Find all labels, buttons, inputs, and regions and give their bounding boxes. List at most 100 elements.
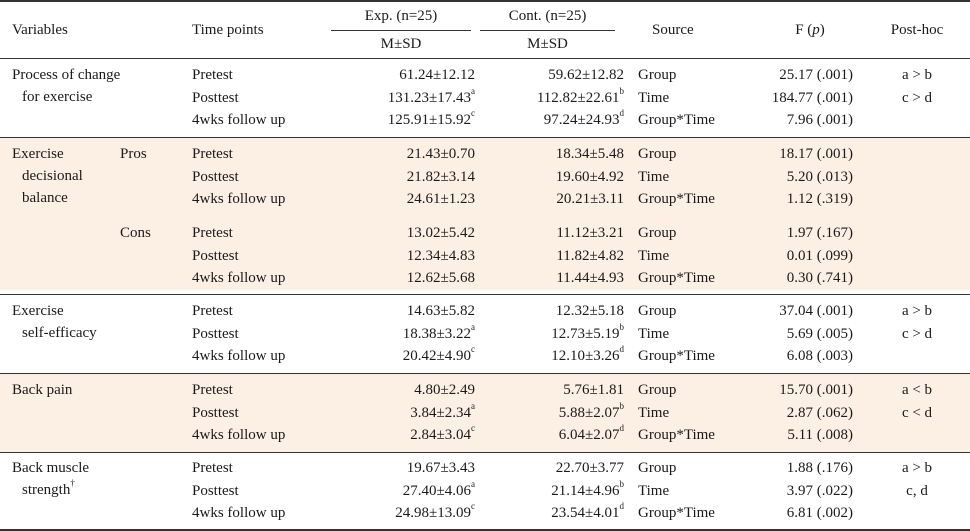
cont-value: 6.04±2.07d (558, 423, 625, 444)
top-rule (0, 0, 970, 2)
f-value: 3.97 (.022) (786, 483, 853, 499)
superscript-mark: b (619, 479, 625, 489)
time-point: Pretest (192, 303, 233, 319)
variable-subcategory: Cons (120, 225, 151, 241)
cont-value: 5.76±1.81 (563, 382, 624, 398)
cont-value: 23.54±4.01d (551, 501, 625, 522)
superscript-mark: c (471, 108, 475, 118)
variable-name: for exercise (22, 89, 93, 105)
posthoc-value: c, d (906, 483, 928, 499)
header-f: F (p) (795, 22, 825, 38)
header-source: Source (652, 22, 694, 38)
f-value: 6.08 (.003) (786, 348, 853, 364)
f-value: 37.04 (.001) (779, 303, 853, 319)
cont-value: 22.70±3.77 (555, 460, 624, 476)
time-point: Posttest (192, 90, 239, 106)
source-label: Group (638, 67, 677, 83)
cont-value: 59.62±12.82 (548, 67, 624, 83)
source-label: Group (638, 303, 677, 319)
superscript-mark: a (471, 479, 475, 489)
exp-value: 24.98±13.09c (395, 501, 475, 522)
exp-value: 27.40±4.06a (402, 479, 475, 500)
posthoc-value: c > d (901, 90, 933, 106)
source-label: Time (638, 248, 670, 264)
time-point: Posttest (192, 248, 239, 264)
source-label: Group (638, 460, 677, 476)
variable-name: self-efficacy (22, 325, 97, 341)
superscript-mark: b (619, 401, 625, 411)
superscript-mark: c (471, 423, 475, 433)
exp-value: 21.43±0.70 (406, 146, 475, 162)
source-label: Time (638, 90, 670, 106)
exp-value: 125.91±15.92c (387, 108, 475, 129)
f-value: 5.69 (.005) (786, 326, 853, 342)
posthoc-value: a > b (901, 303, 933, 319)
exp-value: 14.63±5.82 (406, 303, 475, 319)
f-value: 0.01 (.099) (786, 248, 853, 264)
group-separator (0, 137, 970, 138)
header-cont-msd: M±SD (527, 36, 568, 52)
f-value: 18.17 (.001) (779, 146, 853, 162)
time-point: Posttest (192, 405, 239, 421)
exp-value: 20.42±4.90c (402, 344, 475, 365)
superscript-mark: † (70, 478, 75, 488)
group-separator (0, 452, 970, 453)
variable-name: Back muscle (12, 460, 90, 476)
variable-name: decisional (22, 168, 83, 184)
cont-value: 5.88±2.07b (558, 401, 625, 422)
bottom-rule (0, 529, 970, 531)
time-point: 4wks follow up (192, 505, 286, 521)
cont-value: 12.10±3.26d (551, 344, 624, 365)
exp-value: 61.24±12.12 (399, 67, 475, 83)
exp-subrule (331, 30, 471, 31)
source-label: Group (638, 225, 677, 241)
time-point: Pretest (192, 67, 233, 83)
time-point: 4wks follow up (192, 348, 286, 364)
cont-value: 112.82±22.61b (536, 86, 624, 107)
cont-subrule (480, 30, 615, 31)
time-point: Pretest (192, 382, 233, 398)
exp-value: 3.84±2.34a (410, 401, 475, 422)
source-label: Group*Time (638, 348, 715, 364)
cont-value: 11.12±3.21 (556, 225, 624, 241)
source-label: Group*Time (638, 112, 715, 128)
exp-value: 19.67±3.43 (406, 460, 475, 476)
posthoc-value: c < d (901, 405, 933, 421)
group-separator (0, 294, 970, 295)
superscript-mark: d (619, 423, 625, 433)
time-point: 4wks follow up (192, 427, 286, 443)
source-label: Group*Time (638, 505, 715, 521)
cont-value: 20.21±3.11 (556, 191, 624, 207)
f-value: 5.20 (.013) (786, 169, 853, 185)
f-value: 25.17 (.001) (779, 67, 853, 83)
superscript-mark: d (619, 108, 625, 118)
superscript-mark: a (471, 322, 475, 332)
f-value: 1.97 (.167) (786, 225, 853, 241)
cont-value: 11.82±4.82 (556, 248, 624, 264)
superscript-mark: b (619, 322, 625, 332)
superscript-mark: d (619, 501, 625, 511)
exp-value: 4.80±2.49 (414, 382, 475, 398)
exp-value: 131.23±17.43a (387, 86, 475, 107)
variable-name: Back pain (12, 382, 73, 398)
posthoc-value: a < b (901, 382, 933, 398)
band-decisional-balance (0, 137, 970, 290)
exp-value: 24.61±1.23 (406, 191, 475, 207)
time-point: Posttest (192, 483, 239, 499)
header-variables: Variables (12, 22, 68, 38)
posthoc-value: a > b (901, 67, 933, 83)
source-label: Time (638, 169, 670, 185)
f-value: 1.88 (.176) (786, 460, 853, 476)
exp-value: 2.84±3.04c (410, 423, 475, 444)
source-label: Time (638, 483, 670, 499)
exp-value: 18.38±3.22a (402, 322, 475, 343)
f-value: 7.96 (.001) (786, 112, 853, 128)
variable-name: strength† (22, 478, 75, 499)
source-label: Group*Time (638, 191, 715, 207)
posthoc-value: a > b (901, 460, 933, 476)
variable-name: Exercise (12, 303, 64, 319)
source-label: Group (638, 382, 677, 398)
superscript-mark: a (471, 86, 475, 96)
exp-value: 12.62±5.68 (406, 270, 475, 286)
cont-value: 19.60±4.92 (555, 169, 624, 185)
